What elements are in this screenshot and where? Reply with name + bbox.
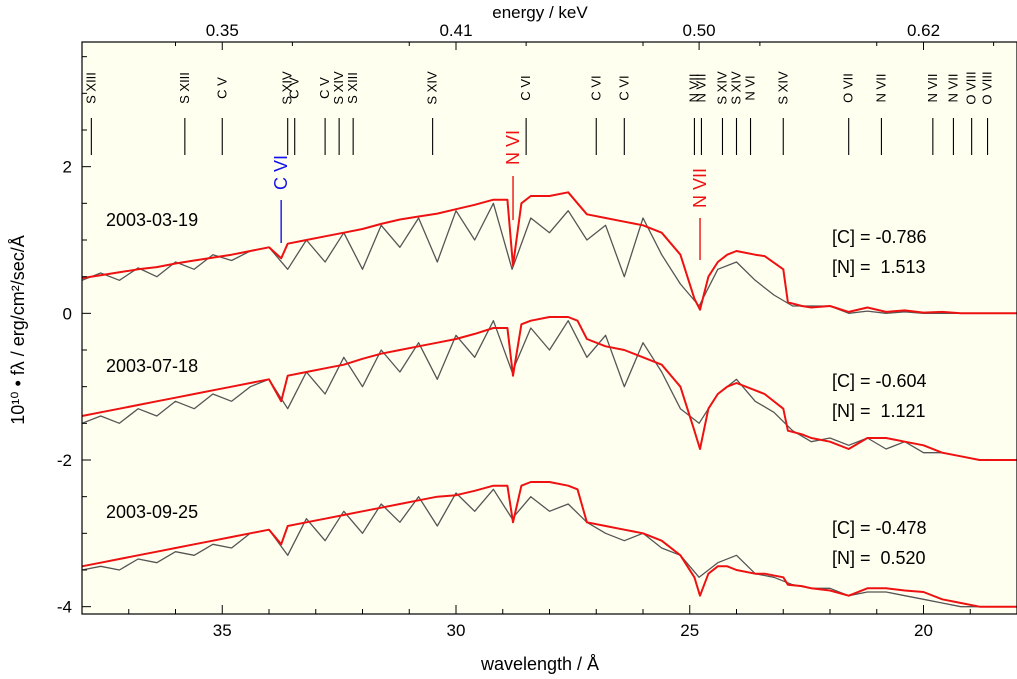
- top-tick-label: 0.62: [907, 21, 940, 40]
- carbon-abundance-label: [C] = -0.478: [832, 518, 927, 538]
- epoch-date-label: 2003-07-18: [106, 356, 198, 376]
- x-tick-label: 20: [914, 621, 933, 640]
- x-axis-label: wavelength / Å: [480, 654, 599, 674]
- line-id-label: S XIII: [83, 72, 98, 104]
- line-id-label: N VII: [945, 74, 960, 103]
- colored-line-id-label: N VI: [503, 130, 523, 165]
- y-tick-label: -4: [57, 598, 72, 617]
- x-tick-label: 35: [213, 621, 232, 640]
- top-tick-label: 0.50: [683, 21, 716, 40]
- line-id-label: S XIV: [729, 71, 744, 105]
- line-id-label: C VI: [518, 75, 533, 100]
- line-id-label: C V: [214, 77, 229, 99]
- line-id-label: C V: [317, 77, 332, 99]
- colored-line-id-label: C VI: [271, 155, 291, 190]
- line-id-label: N VI: [743, 75, 758, 100]
- line-id-label: S XIV: [280, 71, 295, 105]
- plot-background: [82, 42, 1017, 614]
- line-id-label: N VII: [873, 74, 888, 103]
- line-id-label: S XIII: [177, 72, 192, 104]
- line-id-label: O VIII: [980, 71, 995, 104]
- y-tick-label: 0: [63, 304, 72, 323]
- nitrogen-abundance-label: [N] = 1.121: [832, 401, 926, 421]
- model-spectrum-line: [81, 481, 1017, 608]
- line-id-label: S XIV: [331, 71, 346, 105]
- carbon-abundance-label: [C] = -0.604: [832, 371, 927, 391]
- line-id-label: C V: [287, 77, 302, 99]
- line-id-label: O VII: [841, 73, 856, 103]
- observed-spectrum-line: [81, 202, 1017, 314]
- line-id-label: C VI: [616, 75, 631, 100]
- model-spectrum-line: [81, 191, 1017, 315]
- top-axis-label: energy / keV: [492, 3, 588, 22]
- line-id-label: O VIII: [964, 71, 979, 104]
- x-tick-label: 30: [447, 621, 466, 640]
- y-axis-label: 10¹⁰ • fλ / erg/cm²/sec/Å: [8, 235, 28, 425]
- top-tick-label: 0.41: [439, 21, 472, 40]
- line-id-label: S XIV: [425, 71, 440, 105]
- nitrogen-abundance-label: [N] = 1.513: [832, 257, 926, 277]
- nitrogen-abundance-label: [N] = 0.520: [832, 548, 926, 568]
- colored-line-id-label: N VII: [690, 168, 710, 208]
- observed-spectrum-line: [81, 320, 1017, 461]
- observed-spectrum-line: [81, 488, 1017, 608]
- y-tick-label: -2: [57, 451, 72, 470]
- model-spectrum-line: [81, 316, 1017, 461]
- top-tick-label: 0.35: [206, 21, 239, 40]
- y-tick-label: 2: [63, 158, 72, 177]
- epoch-date-label: 2003-09-25: [106, 502, 198, 522]
- line-id-label: S XIII: [345, 72, 360, 104]
- epoch-date-label: 2003-03-19: [106, 210, 198, 230]
- line-id-label: C VI: [588, 75, 603, 100]
- line-id-label: S XIV: [714, 71, 729, 105]
- carbon-abundance-label: [C] = -0.786: [832, 227, 927, 247]
- line-id-label: S XIV: [775, 71, 790, 105]
- line-id-label: N VII: [925, 74, 940, 103]
- line-id-label: N VII: [693, 74, 708, 103]
- line-id-label: N VII: [686, 74, 701, 103]
- x-tick-label: 25: [680, 621, 699, 640]
